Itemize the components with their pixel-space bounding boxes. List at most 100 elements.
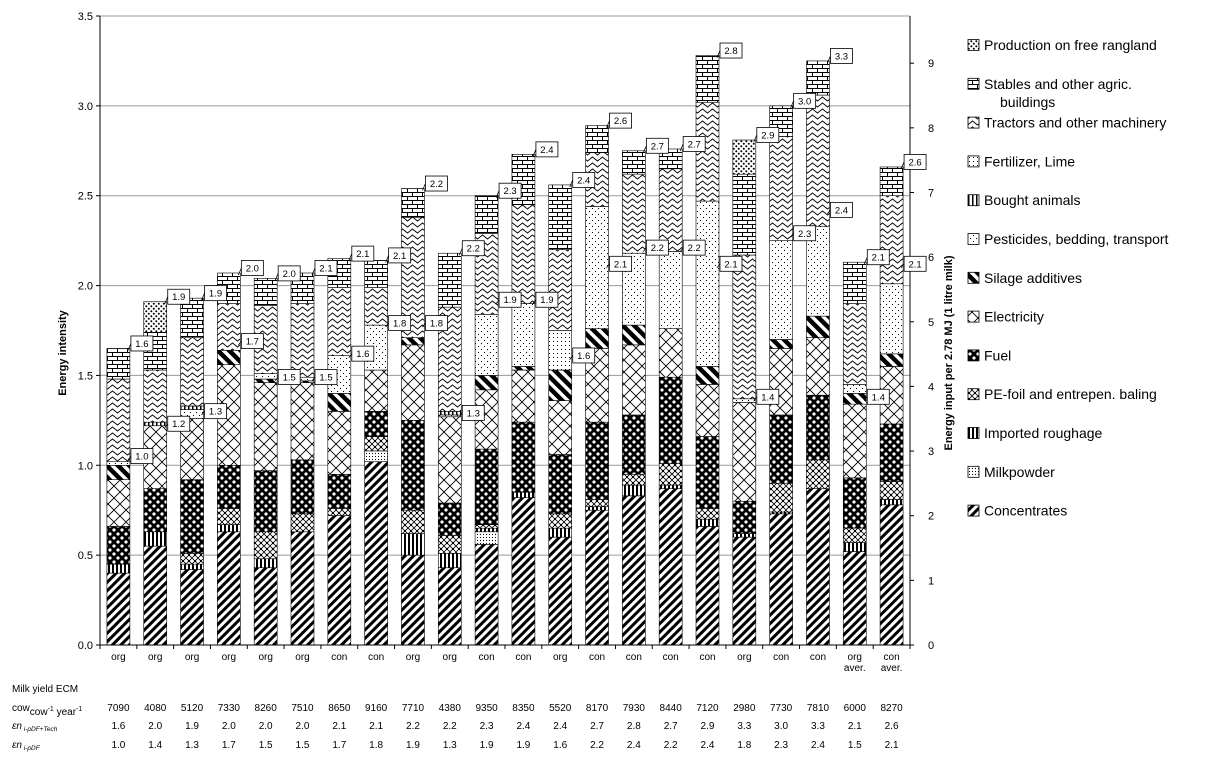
x-category-label: org aver. [844,652,866,674]
table-cell-en-pdf: 2.3 [774,740,788,751]
bar-segment-fuel [658,376,683,464]
y2-tick-label: 5 [928,317,934,329]
data-label-top: 2.8 [724,46,737,57]
bar-segment-imported-roughage [143,531,168,547]
bar-segment-concentrates [437,567,462,646]
x-category-label: con [368,652,384,663]
bar-segment-electricity [548,400,573,455]
table-cell-en-tech: 2.2 [443,721,457,732]
bar-segment-fuel [253,470,278,533]
data-label-top: 2.2 [467,244,480,255]
table-cell-en-pdf: 1.7 [332,740,346,751]
bar-segment-electricity [695,384,720,437]
y2-tick-label: 3 [928,446,934,458]
legend-entry: PE-foil and entrepen. baling [984,386,1157,402]
label-box-top [240,260,264,276]
label-box-top [167,288,191,305]
label-box-mid [830,201,853,218]
data-label-top: 2.6 [614,116,627,127]
table-row-label: Milk yield ECM [12,684,78,695]
bar-segment-pe-foil-and-entrepen-baling [290,513,315,533]
bar-segment-fuel [548,454,573,515]
table-cell-milk-yield: 7710 [402,703,425,714]
data-label-mid: 2.2 [688,243,701,254]
table-cell-en-pdf: 2.4 [811,740,825,751]
label-box-mid [167,415,191,432]
bar-segment-fuel [290,459,315,515]
legend-swatch [967,116,980,129]
bar-segment-electricity [401,344,425,421]
table-cell-en-pdf: 2.2 [590,740,604,751]
bar-segment-pesticides-bedding-transport [732,398,757,403]
bar-segment-milkpowder [474,531,499,545]
bar-segment-pe-foil-and-entrepen-baling [622,473,646,486]
label-box-mid [609,255,632,272]
legend-swatch [967,194,980,207]
data-label-mid: 1.4 [872,392,885,403]
legend-swatch [967,310,980,323]
bar-segment-pesticides-bedding-transport [106,461,131,466]
data-label-top: 3.3 [835,51,848,62]
bar-segment-stables-and-other-agric-buildings [180,297,204,338]
bar-segment-pesticides-bedding-transport [879,283,904,355]
bar-segment-fuel [217,464,241,509]
bar-segment-pesticides-bedding-transport [585,206,609,330]
label-leader [458,248,463,256]
bar-segment-concentrates [364,461,388,646]
label-leader [753,134,758,143]
table-cell-en-tech: 3.3 [811,721,825,732]
bar-segment-stables-and-other-agric-buildings [106,348,131,380]
legend-swatch [967,465,980,478]
bar-segment-stables-and-other-agric-buildings [806,60,830,96]
label-box-mid [130,448,154,464]
label-leader [753,396,758,402]
bar-segment-fuel [732,500,757,534]
data-label-mid: 1.4 [761,392,774,403]
label-leader [237,267,242,276]
data-label-top: 2.6 [908,157,921,168]
bar-segment-silage-additives [879,353,904,367]
legend-swatch [967,504,980,517]
label-box-mid [425,315,448,332]
data-label-mid: 1.8 [430,319,443,330]
table-cell-en-tech: 2.2 [406,721,420,732]
x-category-label: org [295,652,309,663]
data-label-top: 2.7 [651,141,664,152]
bar-segment-silage-additives [806,315,830,338]
data-table: Milk yield ECM cowcow-1 year-1 εn i-pDF+Te… [12,684,903,752]
y-tick-label: 2.5 [78,191,93,203]
label-box-top [793,92,817,109]
data-label-mid: 2.1 [908,259,921,270]
data-label-top: 1.6 [135,339,148,350]
axes: 0.0 0.5 1.0 1.5 2.0 2.5 3.0 3.5 0 1 2 3 4 5 6 7 8 9 org org… [78,11,934,674]
bar-segment-concentrates [401,554,425,646]
label-box-mid [719,255,743,272]
table-cell-en-tech: 2.0 [148,721,162,732]
x-category-label: org [443,652,457,663]
legend: Production on free rangland Stables and o… [967,37,1169,519]
label-leader [790,100,795,109]
bar-segment-stables-and-other-agric-buildings [622,150,646,175]
bar-segment-pe-foil-and-entrepen-baling [695,508,720,520]
label-box-top [609,112,632,129]
data-label-top: 2.4 [577,175,590,186]
label-leader [127,455,132,461]
y-tick-label: 2.0 [78,281,93,293]
table-cell-milk-yield: 8270 [880,703,903,714]
bar-segment-concentrates [290,531,315,646]
label-leader [201,292,205,301]
bar-segment-tractors-and-other-machinery [806,94,830,227]
table-cell-en-tech: 2.7 [664,721,678,732]
table-row-label: εn i-pDF [12,740,41,752]
data-label-top: 3.0 [798,96,811,107]
x-category-label: org [148,652,162,663]
label-leader [348,253,353,261]
bar-segment-silage-additives [217,349,241,365]
bar-segment-pe-foil-and-entrepen-baling [548,513,573,529]
bar-segment-electricity [327,411,352,475]
bar-segment-tractors-and-other-machinery [327,287,352,356]
label-box-top [535,141,559,158]
label-box-mid [498,291,522,308]
table-cell-en-tech: 2.1 [848,721,862,732]
x-category-label: con [699,652,715,663]
